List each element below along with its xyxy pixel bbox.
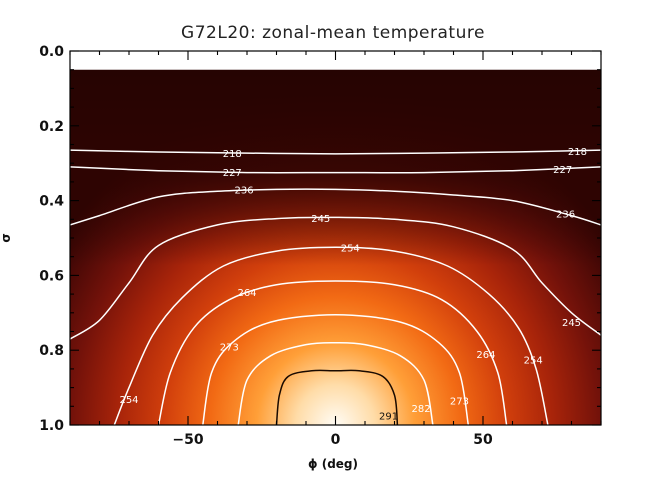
contour-label-264: 264: [237, 288, 256, 299]
y-tick-label: 0.6: [39, 268, 64, 284]
contour-label-236: 236: [556, 210, 575, 221]
contour-label-254: 254: [524, 356, 543, 367]
contour-label-254: 254: [341, 243, 360, 254]
contour-label-264: 264: [476, 350, 495, 361]
contour-273: [202, 313, 470, 425]
contour-lines: [70, 149, 601, 425]
temperature-field: 218 218 227 227 236 236 245 245 254 254 254 264 264 2…: [70, 69, 601, 425]
contour-label-282: 282: [412, 404, 431, 415]
contour-label-254: 254: [119, 395, 138, 406]
x-tick-label: −50: [172, 432, 203, 448]
contour-218: [70, 149, 601, 155]
contour-label-236: 236: [235, 185, 254, 196]
y-tick-label: 0.2: [39, 119, 64, 135]
x-axis: −50 0 50: [69, 51, 602, 448]
y-tick-label: 0.0: [39, 44, 64, 60]
contour-264: [157, 280, 508, 425]
contour-254: [113, 246, 549, 425]
contour-236: [70, 188, 601, 226]
contour-282: [237, 341, 434, 425]
contour-label-245: 245: [562, 318, 581, 329]
contour-227: [70, 166, 601, 174]
contour-label-291: 291: [379, 412, 398, 423]
contour-291: [275, 369, 399, 425]
x-tick-label: 50: [473, 432, 493, 448]
y-tick-label: 1.0: [39, 418, 64, 434]
contour-245: [70, 216, 601, 340]
contour-label-245: 245: [311, 214, 330, 225]
contour-label-273: 273: [220, 342, 239, 353]
contour-label-218: 218: [568, 147, 587, 158]
x-axis-label: ϕ (deg): [308, 457, 358, 471]
y-tick-label: 0.8: [39, 343, 64, 359]
x-tick-label: 0: [331, 432, 341, 448]
y-tick-label: 0.4: [39, 194, 64, 210]
contour-label-218: 218: [223, 149, 242, 160]
contour-label-227: 227: [223, 168, 242, 179]
contour-label-227: 227: [553, 165, 572, 176]
chart-title: G72L20: zonal-mean temperature: [181, 23, 485, 43]
y-axis-label: σ: [0, 233, 13, 242]
contour-labels: 218 218 227 227 236 236 245 245 254 254 254 264 264 2…: [119, 147, 587, 423]
contour-label-273: 273: [450, 397, 469, 408]
y-axis: 0.0 0.2 0.4 0.6 0.8 1.0: [39, 44, 601, 434]
